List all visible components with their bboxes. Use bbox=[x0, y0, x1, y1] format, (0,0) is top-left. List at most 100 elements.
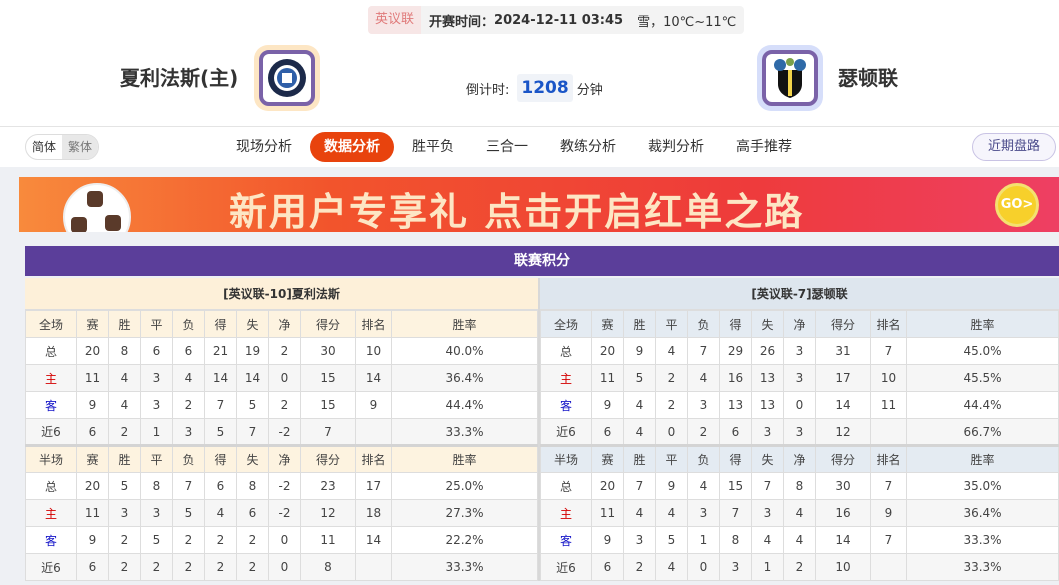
table-row-cell: 2 bbox=[623, 553, 656, 581]
table-row-cell: 2 bbox=[140, 553, 173, 581]
kickoff-time: 2024-12-11 03:45 bbox=[494, 12, 624, 28]
table-row-cell: 9 bbox=[591, 391, 624, 419]
table-row-cell: 主 bbox=[540, 499, 592, 527]
table-row-cell: 6 bbox=[76, 418, 109, 446]
home-team-logo[interactable] bbox=[254, 45, 320, 111]
table-row-cell: 客 bbox=[540, 526, 592, 554]
standings-panel: 联赛积分 [英议联-10]夏利法斯 全场赛胜平负得失净得分 排名 胜率总 20 8 6 6 2… bbox=[25, 246, 1059, 581]
table-row-cell: 35.0% bbox=[906, 472, 1059, 500]
table-row-cell: 20 bbox=[76, 337, 109, 365]
table-row-cell: 27.3% bbox=[391, 499, 538, 527]
tab-0[interactable]: 现场分析 bbox=[236, 139, 292, 155]
league-badge[interactable]: 英议联 bbox=[368, 6, 422, 34]
table-row-cell: 20 bbox=[76, 472, 109, 500]
promo-banner[interactable]: 新用户专享礼 点击开启红单之路 GO> bbox=[19, 177, 1059, 232]
table-row-cell: 66.7% bbox=[906, 418, 1059, 446]
full-header-row-cell: 负 bbox=[172, 310, 205, 338]
away-crest-icon bbox=[774, 58, 806, 98]
table-row-cell: 7 bbox=[236, 418, 269, 446]
table-row-cell: 5 bbox=[140, 526, 173, 554]
table-row-cell: 40.0% bbox=[391, 337, 538, 365]
table-row-cell: 2 bbox=[172, 526, 205, 554]
table-row-cell: 总 bbox=[25, 472, 77, 500]
tab-6[interactable]: 高手推荐 bbox=[736, 139, 792, 155]
lang-traditional[interactable]: 繁体 bbox=[62, 135, 99, 159]
table-row-cell: 9 bbox=[591, 526, 624, 554]
half-header-row-cell: 胜率 bbox=[391, 444, 538, 473]
table-row-cell: 11 bbox=[591, 499, 624, 527]
table-row-cell: 4 bbox=[655, 553, 688, 581]
recent-handicap-button[interactable]: 近期盘路 bbox=[972, 133, 1057, 161]
half-header-row-cell: 净 bbox=[783, 444, 816, 473]
table-row-cell: 2 bbox=[268, 391, 301, 419]
home-standings: [英议联-10]夏利法斯 全场赛胜平负得失净得分 排名 胜率总 20 8 6 6 21 19 2 3… bbox=[25, 278, 538, 581]
table-row-cell: 8 bbox=[140, 472, 173, 500]
half-header-row-cell: 负 bbox=[172, 444, 205, 473]
table-row-cell: 客 bbox=[25, 391, 77, 419]
tab-2[interactable]: 胜平负 bbox=[412, 139, 454, 155]
table-row-cell: 4 bbox=[783, 499, 816, 527]
away-team-logo[interactable] bbox=[757, 45, 823, 111]
table-row-cell: 近6 bbox=[540, 553, 592, 581]
table-row-cell bbox=[355, 553, 392, 581]
table-row-cell: 4 bbox=[172, 364, 205, 392]
table-row-cell: 3 bbox=[140, 364, 173, 392]
table-row: 主 11 4 3 4 14 14 0 15 14 36.4% bbox=[25, 364, 538, 392]
table-row-cell: 44.4% bbox=[391, 391, 538, 419]
table-row-cell: 20 bbox=[591, 337, 624, 365]
table-row-cell: 3 bbox=[783, 337, 816, 365]
full-header-row: 全场赛胜平负得失净得分 排名 胜率 bbox=[25, 310, 538, 338]
home-standings-header: [英议联-10]夏利法斯 bbox=[25, 278, 538, 310]
home-team-name[interactable]: 夏利法斯(主) bbox=[120, 66, 239, 90]
lang-simplified[interactable]: 简体 bbox=[32, 140, 57, 154]
half-header-row-cell: 失 bbox=[751, 444, 784, 473]
table-row-cell: 16 bbox=[815, 499, 871, 527]
full-header-row-cell: 得分 bbox=[815, 310, 871, 338]
full-header-row-cell: 全场 bbox=[25, 310, 77, 338]
table-row-cell: 近6 bbox=[25, 553, 77, 581]
tab-1[interactable]: 数据分析 bbox=[310, 132, 394, 162]
table-row-cell: 3 bbox=[108, 499, 141, 527]
half-header-row-cell: 净 bbox=[268, 444, 301, 473]
table-row: 客 9 2 5 2 2 2 0 11 14 22.2% bbox=[25, 526, 538, 554]
table-row-cell: 2 bbox=[655, 364, 688, 392]
table-row-cell: 13 bbox=[751, 391, 784, 419]
table-row: 客 9 4 2 3 13 13 0 14 11 44.4% bbox=[540, 391, 1059, 419]
table-row-cell: 总 bbox=[540, 472, 592, 500]
full-header-row-cell: 得 bbox=[719, 310, 752, 338]
table-row-cell: 6 bbox=[172, 337, 205, 365]
table-row-cell: 2 bbox=[655, 391, 688, 419]
away-team-name[interactable]: 瑟顿联 bbox=[838, 66, 898, 90]
table-row-cell: 9 bbox=[623, 337, 656, 365]
table-row-cell: 1 bbox=[140, 418, 173, 446]
tab-5[interactable]: 裁判分析 bbox=[648, 139, 704, 155]
standings-title: 联赛积分 bbox=[25, 246, 1059, 276]
table-row-cell: 14 bbox=[355, 526, 392, 554]
table-row-cell: 11 bbox=[76, 364, 109, 392]
table-row-cell: 22.2% bbox=[391, 526, 538, 554]
kickoff-label: 开赛时间： bbox=[429, 14, 495, 30]
half-header-row-cell: 得分 bbox=[815, 444, 871, 473]
table-row-cell: 7 bbox=[687, 337, 720, 365]
table-row: 近6 6 4 0 2 6 3 3 12 66.7% bbox=[540, 418, 1059, 446]
tab-3[interactable]: 三合一 bbox=[486, 139, 528, 155]
table-row-cell: 3 bbox=[751, 499, 784, 527]
table-row-cell: 主 bbox=[25, 499, 77, 527]
countdown: 倒计时: 1208 分钟 bbox=[466, 74, 603, 102]
tab-4[interactable]: 教练分析 bbox=[560, 139, 616, 155]
table-row-cell: 总 bbox=[25, 337, 77, 365]
full-header-row-cell: 胜率 bbox=[906, 310, 1059, 338]
table-row-cell: 4 bbox=[783, 526, 816, 554]
table-row-cell: 45.0% bbox=[906, 337, 1059, 365]
soccer-ball-icon bbox=[63, 183, 131, 232]
table-row-cell: 6 bbox=[591, 553, 624, 581]
table-row-cell: -2 bbox=[268, 418, 301, 446]
go-button[interactable]: GO> bbox=[995, 183, 1039, 227]
table-row-cell: 1 bbox=[751, 553, 784, 581]
full-header-row-cell: 净 bbox=[783, 310, 816, 338]
table-row-cell: 7 bbox=[870, 472, 907, 500]
table-row-cell: 11 bbox=[870, 391, 907, 419]
full-header-row-cell: 净 bbox=[268, 310, 301, 338]
table-row-cell: 0 bbox=[783, 391, 816, 419]
table-row-cell: 4 bbox=[623, 418, 656, 446]
